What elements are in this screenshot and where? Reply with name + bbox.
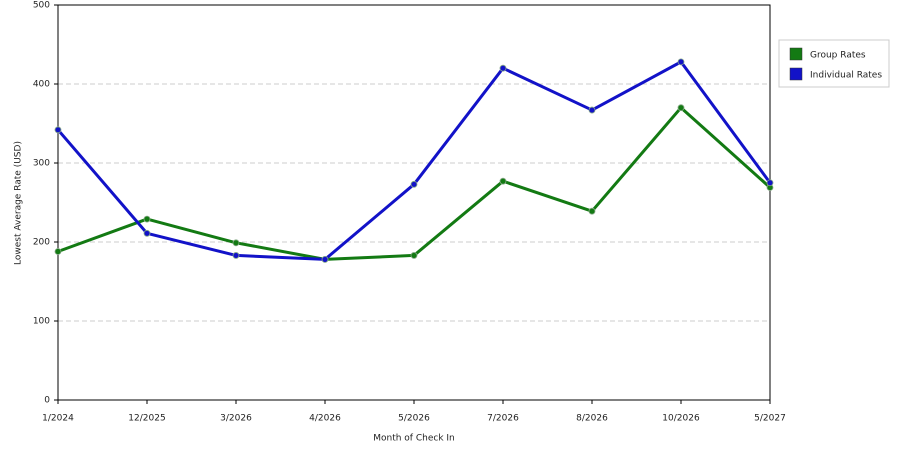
data-point (499, 64, 507, 72)
y-axis-label: Lowest Average Rate (USD) (14, 141, 24, 265)
data-point (143, 215, 151, 223)
y-tick-label: 200 (33, 238, 50, 248)
x-tick-label: 5/2026 (398, 414, 430, 424)
data-point (766, 179, 774, 187)
legend-swatch (789, 67, 803, 81)
data-point (232, 239, 240, 247)
x-tick-label: 3/2026 (220, 414, 252, 424)
data-point (321, 255, 329, 263)
data-point (677, 104, 685, 112)
y-tick-label: 400 (33, 80, 50, 90)
legend-label: Individual Rates (810, 71, 882, 81)
x-tick-label: 8/2026 (576, 414, 608, 424)
x-tick-label: 1/2024 (42, 414, 74, 424)
data-point (54, 126, 62, 134)
plot-frame (57, 4, 771, 401)
x-tick-label: 4/2026 (309, 414, 341, 424)
data-point (54, 248, 62, 255)
y-tick-label: 100 (33, 317, 50, 327)
x-tick-label: 10/2026 (662, 414, 700, 424)
data-point (410, 252, 418, 259)
data-point (588, 106, 596, 114)
data-point (588, 207, 596, 215)
y-tick-label: 500 (33, 1, 50, 11)
legend-swatch (789, 47, 803, 61)
data-point (677, 58, 685, 66)
data-point (410, 180, 418, 188)
x-tick-label: 7/2026 (487, 414, 519, 424)
data-point (232, 252, 240, 259)
data-point (499, 177, 507, 185)
y-tick-label: 300 (33, 159, 50, 169)
legend-label: Group Rates (810, 51, 866, 61)
x-tick-label: 5/2027 (754, 414, 786, 424)
x-tick-label: 12/2025 (128, 414, 165, 424)
series-line (56, 60, 772, 261)
x-axis-label: Month of Check In (373, 434, 455, 444)
y-tick-label: 0 (44, 396, 50, 406)
data-point (143, 229, 151, 237)
